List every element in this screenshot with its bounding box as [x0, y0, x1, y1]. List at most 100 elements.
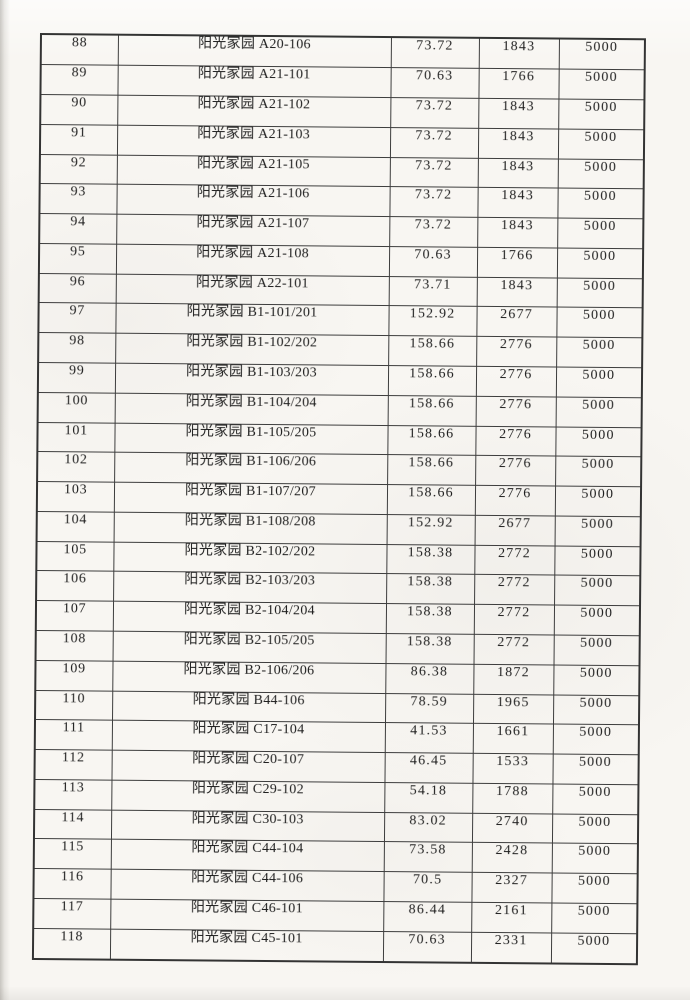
- housing-unit-table: 88 阳光家园 A20-106 73.72 1843 5000 89 阳光家园 A21-10…: [31, 33, 646, 966]
- unit-name-cell: 阳光家园 B1-103/203: [114, 363, 389, 396]
- fee-cell: 5000: [553, 664, 640, 696]
- area-cell: 46.45: [384, 752, 473, 784]
- unit-name-cell: 阳光家园 A21-103: [116, 124, 391, 158]
- unit-name-cell: 阳光家园 A21-101: [117, 65, 391, 98]
- area-cell: 86.38: [385, 663, 474, 694]
- serial-number-cell: 92: [39, 154, 117, 185]
- area-cell: 70.5: [383, 871, 472, 903]
- serial-number-cell: 107: [35, 600, 114, 632]
- fee-cell: 5000: [554, 575, 641, 606]
- fee-cell: 5000: [555, 456, 642, 487]
- unit-name-cell: 阳光家园 A21-107: [116, 214, 390, 247]
- serial-number-cell: 88: [40, 34, 118, 66]
- fee-cell: 5000: [552, 754, 639, 785]
- unit-name-cell: 阳光家园 C29-102: [111, 780, 385, 813]
- serial-number-cell: 108: [35, 630, 113, 661]
- fee-cell: 5000: [558, 98, 645, 130]
- fee-cell: 5000: [556, 307, 643, 338]
- fee-cell: 5000: [556, 337, 643, 368]
- serial-number-cell: 110: [35, 690, 113, 721]
- scan-bottom-shade: [0, 986, 690, 1000]
- unit-name-cell: 阳光家园 C30-103: [110, 809, 385, 843]
- unit-name-cell: 阳光家园 B1-108/208: [113, 512, 387, 545]
- serial-number-cell: 97: [38, 302, 116, 334]
- serial-number-cell: 101: [37, 422, 115, 453]
- serial-number-cell: 105: [36, 541, 114, 572]
- area-cell: 83.02: [383, 812, 473, 843]
- price-cell: 1843: [478, 98, 559, 129]
- price-cell: 2776: [475, 455, 556, 487]
- price-cell: 2327: [471, 872, 552, 904]
- price-cell: 1965: [472, 693, 554, 725]
- area-cell: 73.72: [389, 216, 478, 248]
- price-cell: 2772: [473, 634, 554, 665]
- unit-name-cell: 阳光家园 B2-102/202: [113, 541, 387, 574]
- fee-cell: 5000: [553, 635, 640, 666]
- serial-number-cell: 104: [36, 511, 114, 542]
- fee-cell: 5000: [551, 873, 638, 904]
- unit-name-cell: 阳光家园 B1-104/204: [114, 392, 388, 426]
- fee-cell: 5000: [557, 158, 644, 190]
- fee-cell: 5000: [550, 932, 638, 965]
- fee-cell: 5000: [552, 724, 639, 755]
- area-cell: 73.72: [389, 157, 478, 188]
- serial-number-cell: 112: [34, 749, 112, 781]
- area-cell: 54.18: [384, 782, 473, 813]
- price-cell: 2776: [475, 366, 557, 397]
- fee-cell: 5000: [558, 69, 645, 100]
- housing-unit-table-body: 88 阳光家园 A20-106 73.72 1843 5000 89 阳光家园 A21-10…: [32, 34, 645, 965]
- area-cell: 158.66: [388, 335, 477, 367]
- unit-name-cell: 阳光家园 B1-101/201: [115, 303, 389, 336]
- serial-number-cell: 90: [40, 94, 118, 125]
- unit-name-cell: 阳光家园 A21-108: [115, 244, 390, 277]
- unit-name-cell: 阳光家园 A21-102: [117, 95, 391, 128]
- unit-name-cell: 阳光家园 A20-106: [117, 34, 391, 68]
- area-cell: 158.38: [385, 633, 474, 665]
- price-cell: 2772: [473, 604, 555, 636]
- price-cell: 1843: [477, 217, 558, 248]
- fee-cell: 5000: [552, 694, 640, 726]
- price-cell: 2776: [474, 485, 556, 516]
- fee-cell: 5000: [554, 515, 641, 547]
- serial-number-cell: 113: [34, 779, 112, 810]
- area-cell: 78.59: [384, 693, 474, 724]
- unit-name-cell: 阳光家园 C44-106: [110, 869, 384, 902]
- serial-number-cell: 93: [39, 183, 117, 215]
- price-cell: 2772: [474, 574, 555, 606]
- price-cell: 2772: [474, 544, 555, 576]
- serial-number-cell: 114: [33, 809, 112, 840]
- fee-cell: 5000: [555, 366, 643, 398]
- price-cell: 1788: [472, 783, 553, 814]
- fee-cell: 5000: [556, 277, 643, 309]
- unit-name-cell: 阳光家园 C45-101: [109, 928, 384, 963]
- serial-number-cell: 109: [35, 660, 113, 691]
- fee-cell: 5000: [553, 605, 641, 636]
- area-cell: 70.63: [388, 246, 478, 277]
- price-cell: 2776: [476, 336, 557, 367]
- area-cell: 86.44: [383, 901, 472, 933]
- fee-cell: 5000: [558, 38, 645, 70]
- price-cell: 1843: [477, 128, 559, 159]
- area-cell: 73.58: [383, 842, 472, 873]
- price-cell: 1766: [478, 68, 559, 99]
- unit-name-cell: 阳光家园 A22-101: [115, 273, 389, 306]
- fee-cell: 5000: [554, 545, 641, 577]
- price-cell: 1843: [477, 157, 558, 189]
- fee-cell: 5000: [551, 903, 638, 934]
- serial-number-cell: 111: [34, 719, 113, 751]
- area-cell: 73.72: [390, 37, 479, 69]
- price-cell: 1843: [478, 37, 559, 70]
- unit-name-cell: 阳光家园 B1-105/205: [114, 422, 388, 455]
- area-cell: 158.66: [387, 395, 476, 426]
- unit-name-cell: 阳光家园 C46-101: [110, 899, 384, 932]
- serial-number-cell: 103: [36, 481, 115, 513]
- fee-cell: 5000: [551, 843, 638, 874]
- unit-name-cell: 阳光家园 B2-104/204: [112, 601, 387, 634]
- area-cell: 73.71: [388, 276, 477, 307]
- serial-number-cell: 102: [37, 451, 115, 483]
- area-cell: 70.63: [390, 67, 479, 99]
- price-cell: 1766: [476, 247, 558, 278]
- fee-cell: 5000: [555, 396, 642, 428]
- fee-cell: 5000: [557, 218, 644, 249]
